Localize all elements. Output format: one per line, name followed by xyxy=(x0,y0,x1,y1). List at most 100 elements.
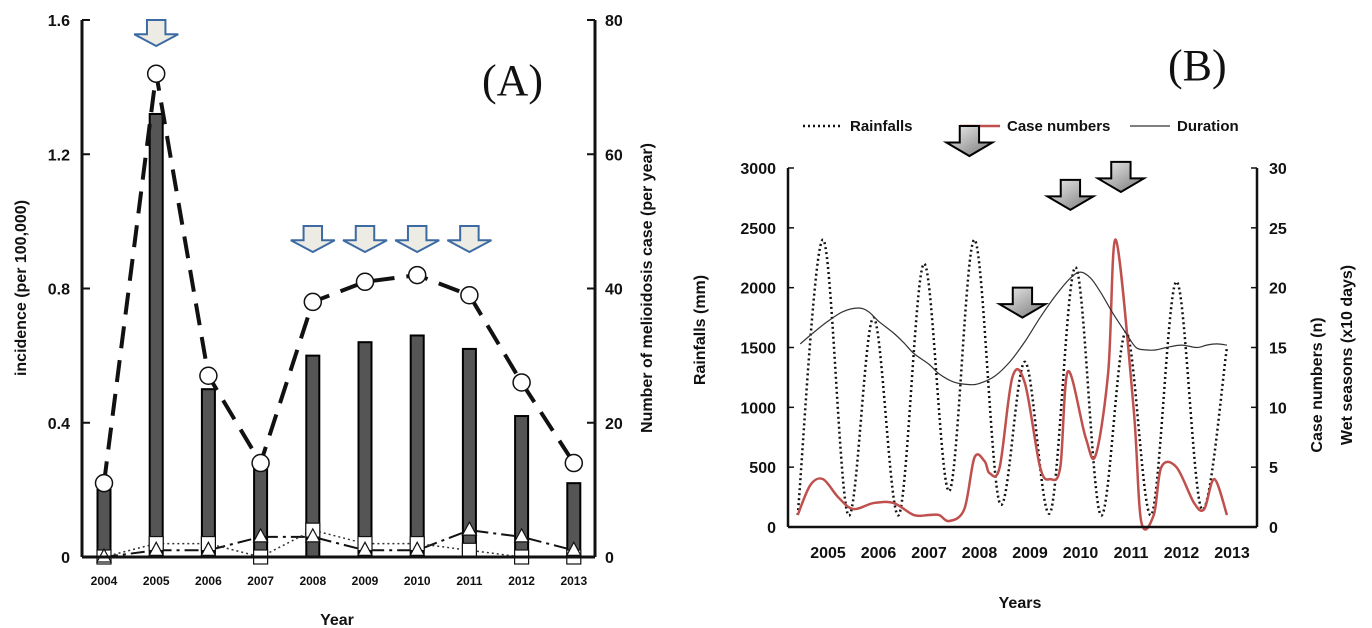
panel-b-down-arrow xyxy=(942,125,997,158)
panel-a-dotted-line xyxy=(103,529,574,558)
panel-a-bar xyxy=(200,388,216,558)
panel-a-triangle-marker xyxy=(252,527,269,543)
panel-b-y-tick-label-right: 20 xyxy=(1269,281,1287,298)
panel-b-ticks: 0 500 1000 1500 2000 2500 3000 0 5 10 15 20 25 30 2005… xyxy=(740,161,1286,562)
panel-b-legend-label: Rainfalls xyxy=(850,118,913,135)
panel-a-bar xyxy=(357,341,373,559)
panel-a-incidence-marker xyxy=(303,292,323,312)
panel-a-incidence-marker xyxy=(407,265,427,285)
panel-b-y-axis-label-right: Case numbers (n) xyxy=(1309,317,1326,452)
panel-b-x-tick-label: 2005 xyxy=(810,545,846,562)
panel-a-incidence-marker xyxy=(460,285,479,305)
panel-b-legend: Rainfalls Case numbers Duration xyxy=(803,118,1239,135)
panel-b-y-tick-label-right: 10 xyxy=(1269,400,1287,417)
panel-a-y-tick-label-right: 80 xyxy=(605,13,623,30)
panel-a-incidence-marker xyxy=(512,373,531,392)
panel-a-y-tick-label-left: 0.8 xyxy=(48,282,70,299)
panel-a-triangle-marker xyxy=(513,527,530,543)
panel-a-x-tick-label: 2008 xyxy=(299,574,326,588)
panel-b-y-axis-label-right-2: Wet seasons (x10 days) xyxy=(1339,265,1356,445)
panel-a-incidence-marker xyxy=(251,453,270,473)
panel-a-y-tick-label-left: 1.6 xyxy=(48,13,70,30)
panel-a-down-arrow xyxy=(290,225,336,254)
panel-b-x-tick-label: 2010 xyxy=(1063,545,1099,562)
panel-b-legend-label: Duration xyxy=(1177,118,1239,135)
panel-b-x-tick-label: 2008 xyxy=(962,545,998,562)
panel-a-triangle-marker xyxy=(461,520,478,536)
panel-b-x-tick-label: 2013 xyxy=(1214,545,1250,562)
panel-a-x-axis-label: Year xyxy=(320,612,354,628)
panel-a-bars xyxy=(96,112,582,559)
panel-a-triangle-marker xyxy=(565,541,582,556)
panel-b-legend-label: Case numbers xyxy=(1007,118,1110,135)
panel-b-y-tick-label-left: 500 xyxy=(749,460,776,477)
panel-b-x-tick-label: 2009 xyxy=(1012,545,1048,562)
panel-a-down-arrow xyxy=(133,19,179,48)
panel-b-y-tick-label-left: 1500 xyxy=(740,341,776,358)
panel-b-down-arrow xyxy=(995,286,1050,319)
panel-b-y-tick-label-left: 2500 xyxy=(740,221,776,238)
panel-a-down-arrow xyxy=(446,225,492,254)
panel-a-y-tick-label-right: 0 xyxy=(605,550,614,567)
panel-a-x-tick-label: 2006 xyxy=(195,574,222,588)
chart-panel-b: (B) Rainfalls Case numbers Duration 0 500 10… xyxy=(692,41,1356,612)
panel-a-bar xyxy=(148,112,164,558)
chart-panel-a: (A) 0 0.4 0.8 1.2 1.6 0 20 40 60 80 2004 2005 2006 20… xyxy=(13,13,656,628)
panel-a-triangle-marker xyxy=(200,541,217,556)
panel-b-x-tick-label: 2011 xyxy=(1114,545,1149,562)
panel-a-triangle-marker xyxy=(409,541,426,556)
panel-a-incidence-marker xyxy=(564,453,584,473)
panel-a-bar xyxy=(253,462,269,558)
panel-a-bar xyxy=(409,334,425,558)
panel-a-y-tick-label-left: 0 xyxy=(61,550,70,567)
panel-a-lines xyxy=(94,64,584,565)
panel-a-x-tick-label: 2013 xyxy=(560,574,587,588)
panel-a-y-tick-label-left: 0.4 xyxy=(48,416,70,433)
panel-a-triangle-marker xyxy=(148,541,165,556)
panel-b-down-arrow xyxy=(1043,178,1098,212)
panel-b-arrows xyxy=(942,125,1148,319)
panel-b-y-tick-label-left: 2000 xyxy=(740,281,776,298)
panel-a-incidence-marker xyxy=(199,366,218,386)
panel-a-x-tick-label: 2007 xyxy=(247,574,274,588)
panel-b-x-axis-label: Years xyxy=(999,595,1042,612)
panel-a-incidence-line xyxy=(102,73,576,484)
panel-a-y-tick-label-left: 1.2 xyxy=(48,147,70,164)
panel-a-dashdot-line xyxy=(103,529,575,558)
panel-b-y-tick-label-right: 15 xyxy=(1269,341,1287,358)
panel-a-bar xyxy=(96,488,112,558)
panel-a-incidence-marker xyxy=(94,473,114,493)
panel-a-x-tick-label: 2009 xyxy=(352,574,379,588)
panel-b-x-tick-label: 2006 xyxy=(861,545,897,562)
panel-b-series xyxy=(796,238,1229,531)
panel-b-y-tick-label-left: 0 xyxy=(767,520,776,537)
panel-a-ticks: 0 0.4 0.8 1.2 1.6 0 20 40 60 80 2004 2005 2006 2007 20… xyxy=(48,13,623,588)
panel-b-label: (B) xyxy=(1168,41,1227,90)
panel-b-y-tick-label-right: 0 xyxy=(1269,520,1278,537)
panel-a-arrows xyxy=(133,19,492,254)
panel-b-y-tick-label-left: 1000 xyxy=(740,400,776,417)
panel-b-down-arrow xyxy=(1094,160,1148,194)
panel-a-y-tick-label-right: 60 xyxy=(605,147,623,164)
panel-b-y-tick-label-right: 5 xyxy=(1269,460,1278,477)
panel-a-x-tick-label: 2004 xyxy=(91,574,118,588)
panel-a-down-arrow xyxy=(394,225,440,254)
panel-a-y-axis-label-left: incidence (per 100,000) xyxy=(13,200,30,376)
panel-b-y-tick-label-left: 3000 xyxy=(740,161,776,178)
panel-a-down-arrow xyxy=(342,225,388,254)
panel-b-series-case-numbers xyxy=(796,238,1229,531)
panel-a-y-axis-label-right: Number of melioidosis case (per year) xyxy=(639,143,656,433)
panel-b-x-tick-label: 2012 xyxy=(1164,545,1200,562)
panel-b-y-tick-label-right: 25 xyxy=(1269,221,1287,238)
panel-a-triangle-marker xyxy=(304,527,321,543)
panel-a-incidence-marker xyxy=(355,272,375,292)
panel-b-x-tick-label: 2007 xyxy=(911,545,947,562)
panel-a-y-tick-label-right: 20 xyxy=(605,416,623,433)
panel-b-y-tick-label-right: 30 xyxy=(1269,161,1287,178)
panel-a-label: (A) xyxy=(482,56,543,105)
panel-a-x-tick-label: 2010 xyxy=(404,574,431,588)
panel-a-incidence-marker xyxy=(146,64,166,83)
panel-a-x-tick-label: 2005 xyxy=(143,574,170,588)
panel-a-y-tick-label-right: 40 xyxy=(605,282,623,299)
